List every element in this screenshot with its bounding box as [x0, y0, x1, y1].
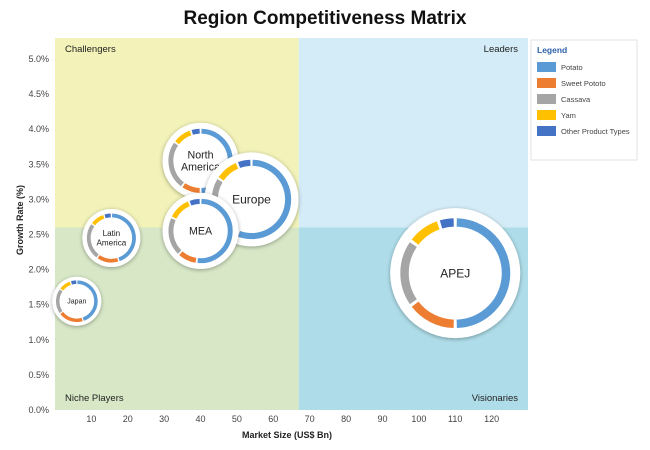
legend-swatch: [537, 62, 556, 72]
legend-item-label: Yam: [561, 111, 576, 120]
bubble-segment: [60, 281, 72, 291]
x-tick-label: 50: [232, 414, 242, 424]
x-tick-label: 40: [196, 414, 206, 424]
x-tick-label: 90: [377, 414, 387, 424]
y-tick-label: 3.0%: [28, 194, 49, 204]
bubble-segment: [218, 162, 239, 181]
bubble-segment: [77, 280, 98, 321]
region-bubbles: North America Europe MEA Latin America Japan AP…: [52, 122, 521, 339]
bubble-label: APEJ: [440, 266, 470, 280]
legend-swatch: [537, 94, 556, 104]
x-tick-label: 10: [86, 414, 96, 424]
legend-item-label: Cassava: [561, 95, 591, 104]
bubble-latin-america: Latin America: [82, 209, 141, 268]
bubble-segment: [237, 159, 251, 168]
x-tick-label: 80: [341, 414, 351, 424]
legend-items: Potato Sweet Pototo Cassava Yam Other Produc…: [537, 62, 630, 136]
bubble-mea: MEA: [162, 193, 239, 270]
bubble-segment: [60, 311, 83, 323]
legend-title: Legend: [537, 45, 567, 55]
bubble-segment: [56, 289, 63, 313]
bubble-disc: [82, 209, 141, 268]
bubble-japan: Japan: [52, 276, 102, 326]
x-tick-label: 120: [484, 414, 499, 424]
bubble-segment: [189, 198, 200, 206]
x-axis-label: Market Size (US$ Bn): [242, 430, 332, 440]
legend: Legend Potato Sweet Pototo Cassava Yam Other…: [530, 39, 638, 161]
bubble-segment: [197, 198, 233, 264]
y-tick-label: 4.0%: [28, 124, 49, 134]
quadrant-label-leaders: Leaders: [484, 44, 519, 55]
bubble-segment: [168, 218, 182, 254]
x-tick-label: 70: [305, 414, 315, 424]
chart-title: Region Competitiveness Matrix: [184, 8, 467, 29]
quadrant-label-visionaries: Visionaries: [472, 393, 519, 404]
bubble-segment: [97, 255, 119, 263]
y-tick-label: 0.5%: [28, 370, 49, 380]
bubble-segment: [456, 218, 511, 329]
x-tick-label: 100: [411, 414, 426, 424]
x-axis-ticks: 10 20 30 40 50 60 70 80 90 100 110 120: [86, 414, 499, 424]
legend-swatch: [537, 110, 556, 120]
y-tick-label: 1.0%: [28, 335, 49, 345]
bubble-segment: [411, 301, 455, 329]
bubble-label: Japan: [67, 299, 86, 306]
y-tick-label: 2.0%: [28, 265, 49, 275]
quadrant-leaders: [298, 38, 528, 228]
legend-item-label: Other Product Types: [561, 127, 630, 136]
bubble-segment: [179, 251, 197, 263]
x-tick-label: 20: [123, 414, 133, 424]
y-tick-label: 5.0%: [28, 54, 49, 64]
y-tick-label: 4.5%: [28, 89, 49, 99]
quadrant-label-niche-players: Niche Players: [65, 393, 124, 404]
bubble-segment: [111, 213, 136, 262]
y-axis-label: Growth Rate (%): [15, 185, 25, 255]
bubble-segment: [182, 183, 200, 193]
legend-swatch: [537, 126, 556, 136]
bubble-segment: [104, 213, 111, 219]
bubble-segment: [70, 280, 77, 285]
bubble-label: Latin America: [97, 229, 127, 247]
quadrant-label-challengers: Challengers: [65, 44, 116, 55]
y-tick-label: 1.5%: [28, 300, 49, 310]
bubble-disc: [390, 208, 521, 339]
bubble-disc: [52, 276, 102, 326]
y-tick-label: 3.5%: [28, 159, 49, 169]
bubble-disc: [162, 193, 239, 270]
bubble-segment: [171, 201, 190, 219]
bubble-apej: APEJ: [390, 208, 521, 339]
y-tick-label: 0.0%: [28, 405, 49, 415]
bubble-segment: [92, 214, 105, 226]
x-tick-label: 30: [159, 414, 169, 424]
bubble-label: Europe: [232, 193, 271, 207]
x-tick-label: 60: [268, 414, 278, 424]
y-axis-ticks: 0.0% 0.5% 1.0% 1.5% 2.0% 2.5% 3.0% 3.5% 4.0% 4.5%…: [28, 54, 49, 415]
bubble-label: MEA: [189, 226, 213, 238]
bubble-segment: [86, 224, 99, 258]
bubble-segment: [168, 142, 185, 187]
bubble-segment: [400, 242, 417, 305]
legend-swatch: [537, 78, 556, 88]
bubble-segment: [175, 130, 192, 145]
bubble-segment: [411, 221, 440, 245]
bubble-segment: [439, 218, 454, 229]
legend-item-label: Sweet Pototo: [561, 79, 606, 88]
bubble-segment: [191, 128, 200, 135]
x-tick-label: 110: [448, 414, 462, 424]
legend-item-label: Potato: [561, 63, 583, 72]
bubble-segment: [237, 159, 292, 240]
bubble-label: North America: [181, 149, 220, 173]
y-tick-label: 2.5%: [28, 230, 49, 240]
